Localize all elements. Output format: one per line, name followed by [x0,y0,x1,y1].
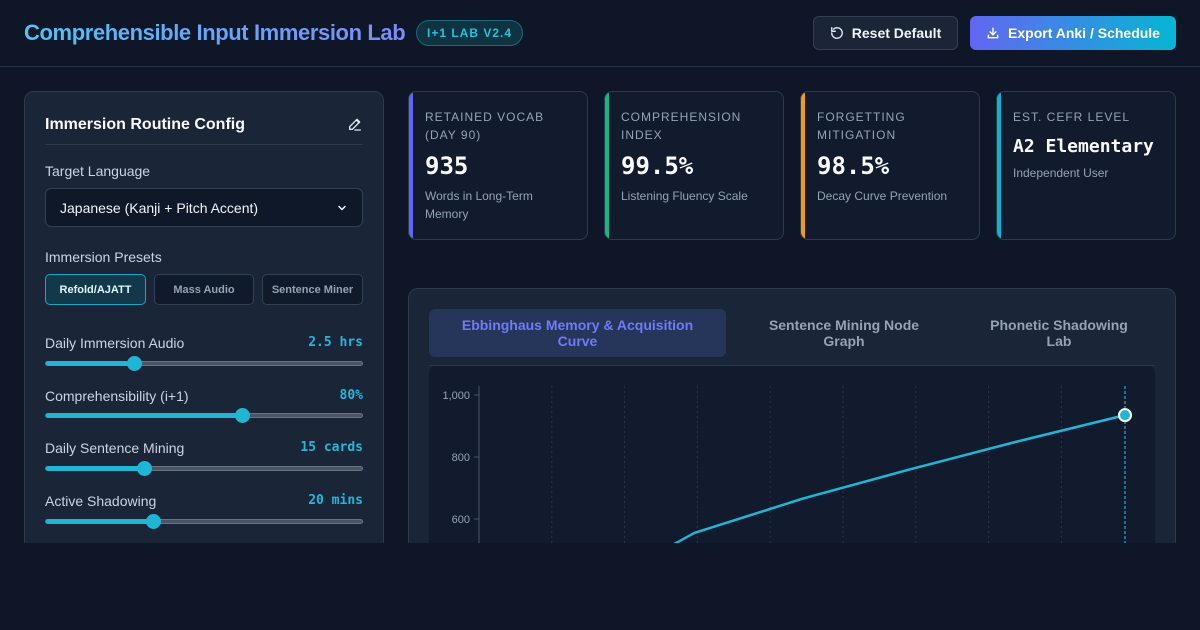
app-header: Comprehensible Input Immersion Lab I+1 L… [0,0,1200,67]
stat-subtitle: Listening Fluency Scale [621,189,748,203]
panel-divider [45,144,363,145]
export-label: Export Anki / Schedule [1008,25,1160,41]
preset-sentence-miner-button[interactable]: Sentence Miner [262,274,363,305]
visualization-panel: Ebbinghaus Memory & Acquisition Curve Se… [408,288,1176,588]
comprehensibility-slider[interactable] [45,408,363,423]
tab-sentence-mining-graph[interactable]: Sentence Mining Node Graph [768,317,920,349]
tab-phonetic-shadowing[interactable]: Phonetic Shadowing Lab [990,317,1128,349]
stat-card-forgetting: FORGETTING MITIGATION 98.5% Decay Curve … [800,91,980,240]
slider-thumb[interactable] [127,356,143,371]
comprehensibility-value: 80% [339,388,363,403]
slider-thumb[interactable] [146,514,162,529]
y-tick-label: 1,000 [442,390,470,402]
shadowing-slider[interactable] [45,514,363,529]
card-accent [409,92,413,239]
card-accent [605,92,609,239]
shadowing-value: 20 mins [308,493,363,508]
stat-label: RETAINED VOCAB (DAY 90) [425,110,545,142]
stat-card-cefr: EST. CEFR LEVEL A2 Elementary Independen… [996,91,1176,240]
stat-label: EST. CEFR LEVEL [1013,110,1131,124]
edit-icon[interactable] [347,116,363,132]
daily-audio-slider[interactable] [45,356,363,371]
tab-ebbinghaus-curve[interactable]: Ebbinghaus Memory & Acquisition Curve [429,309,726,357]
sentence-mining-value: 15 cards [300,440,363,455]
card-accent [997,92,1001,239]
target-language-select[interactable]: Japanese (Kanji + Pitch Accent) [45,188,363,227]
y-tick-label: 600 [452,514,470,526]
chevron-down-icon [338,205,346,210]
stat-value: 99.5% [621,152,694,180]
stat-label: FORGETTING MITIGATION [817,110,906,142]
daily-audio-value: 2.5 hrs [308,335,363,350]
target-language-label: Target Language [45,163,151,179]
slider-fill [46,361,135,366]
stat-value: 98.5% [817,152,890,180]
download-icon [987,27,999,39]
stat-subtitle: Independent User [1013,166,1109,180]
stat-value: A2 Elementary [1013,136,1154,157]
reset-default-button[interactable]: Reset Default [813,16,958,50]
app-title: Comprehensible Input Immersion Lab [24,20,406,45]
y-tick-label: 800 [452,452,470,464]
slider-thumb[interactable] [234,408,250,423]
immersion-presets-label: Immersion Presets [45,249,162,265]
preset-refold-button[interactable]: Refold/AJATT [45,274,146,305]
shadowing-label: Active Shadowing [45,493,157,509]
stat-subtitle: Words in Long-Term Memory [425,189,533,221]
slider-fill [46,519,154,524]
version-badge: I+1 LAB V2.4 [416,20,524,46]
stat-value: 935 [425,152,469,180]
reset-icon [830,27,843,39]
stat-card-retained-vocab: RETAINED VOCAB (DAY 90) 935 Words in Lon… [408,91,588,240]
slider-fill [46,413,242,418]
sentence-mining-label: Daily Sentence Mining [45,440,185,456]
stat-subtitle: Decay Curve Prevention [817,189,948,203]
config-panel-title: Immersion Routine Config [45,116,245,133]
sentence-mining-slider[interactable] [45,461,363,476]
slider-fill [46,466,144,471]
card-accent [801,92,805,239]
highlight-point [1118,408,1132,423]
target-language-value: Japanese (Kanji + Pitch Accent) [60,199,259,216]
stat-label: COMPREHENSION INDEX [621,110,742,142]
tabs-divider [429,365,1155,366]
comprehensibility-label: Comprehensibility (i+1) [45,388,189,404]
immersion-config-panel: Immersion Routine Config Target Language… [24,91,384,561]
export-anki-button[interactable]: Export Anki / Schedule [970,16,1176,50]
slider-thumb[interactable] [136,461,152,476]
daily-audio-label: Daily Immersion Audio [45,335,185,351]
reset-label: Reset Default [851,25,942,41]
stat-card-comprehension: COMPREHENSION INDEX 99.5% Listening Flue… [604,91,784,240]
viewport-crop [0,543,1200,630]
preset-mass-audio-button[interactable]: Mass Audio [154,274,254,305]
